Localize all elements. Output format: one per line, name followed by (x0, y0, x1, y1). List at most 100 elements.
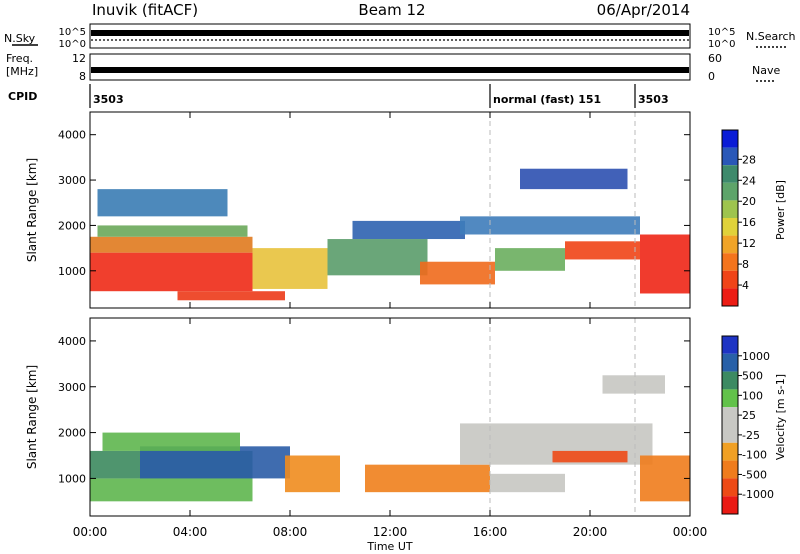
colorbar-tick-label: 20 (742, 195, 756, 208)
colorbar-tick-label: 25 (742, 409, 756, 422)
colorbar-tick-label: -500 (742, 468, 767, 481)
echo-region (640, 456, 690, 502)
colorbar-swatch (722, 130, 738, 148)
echo-region (98, 225, 248, 236)
echo-region (328, 239, 428, 275)
y-axis-label: Slant Range [km] (25, 158, 39, 262)
station-title: Inuvik (fitACF) (92, 1, 198, 19)
echo-region (495, 248, 565, 271)
echo-region (90, 253, 253, 292)
freq-tick-high: 12 (72, 52, 86, 65)
y-tick-label: 3000 (58, 381, 86, 394)
colorbar-tick-label: 4 (742, 279, 749, 292)
date-title: 06/Apr/2014 (597, 1, 690, 19)
freq-trace (91, 67, 689, 73)
nave-tick-high: 60 (708, 52, 722, 65)
colorbar-swatch (722, 165, 738, 183)
colorbar-swatch (722, 336, 738, 354)
x-tick-label: 04:00 (173, 525, 208, 539)
y-tick-label: 2000 (58, 219, 86, 232)
echo-region (520, 169, 628, 189)
power-panel: 1000 2000 3000 4000 Slant Range [km] 4 8 12 16 20… (25, 112, 787, 308)
echo-region (460, 216, 640, 234)
colorbar-tick-label: 12 (742, 237, 756, 250)
beam-title: Beam 12 (358, 1, 425, 19)
echo-region (103, 433, 241, 451)
freq-tick-low: 8 (79, 70, 86, 83)
colorbar-label: Power [dB] (774, 180, 787, 240)
colorbar-swatch (722, 183, 738, 201)
colorbar-swatch (722, 218, 738, 236)
colorbar-tick-label: 8 (742, 258, 749, 271)
y-tick-label: 4000 (58, 129, 86, 142)
colorbar-swatch (722, 288, 738, 306)
colorbar-tick-label: 500 (742, 370, 763, 383)
colorbar-tick-label: 16 (742, 216, 756, 229)
echo-region (253, 248, 328, 289)
y-tick-label: 1000 (58, 265, 86, 278)
nave-label: Nave (752, 64, 780, 77)
colorbar-tick-label: 100 (742, 389, 763, 402)
colorbar-swatch (722, 443, 738, 461)
nave-tick-low: 0 (708, 70, 715, 83)
radar-summary-plot: Inuvik (fitACF) Beam 12 06/Apr/2014 N.Sk… (0, 0, 800, 554)
colorbar-swatch (722, 271, 738, 289)
echo-region (603, 375, 666, 393)
colorbar-swatch (722, 425, 738, 443)
echo-region (178, 291, 286, 300)
y-tick-label: 4000 (58, 335, 86, 348)
x-tick-label: 00:00 (73, 525, 108, 539)
y-axis-label: Slant Range [km] (25, 365, 39, 469)
y-tick-label: 2000 (58, 427, 86, 440)
colorbar-swatch (722, 389, 738, 407)
colorbar-swatch (722, 148, 738, 166)
colorbar-swatch (722, 478, 738, 496)
echo-region (565, 241, 640, 259)
cpid-segment-label: normal (fast) 151 (493, 93, 601, 106)
colorbar-swatch (722, 407, 738, 425)
freq-label-line2: [MHz] (6, 65, 38, 78)
echo-region (285, 456, 340, 493)
cpid-segment-label: 3503 (93, 93, 124, 106)
x-tick-label: 08:00 (273, 525, 308, 539)
colorbar-tick-label: -1000 (742, 488, 774, 501)
echo-region (90, 478, 253, 501)
freq-label-line1: Freq. (6, 52, 33, 65)
colorbar-tick-label: -25 (742, 429, 760, 442)
echo-region (140, 446, 290, 478)
echo-region (353, 221, 466, 239)
echo-region (90, 237, 253, 253)
x-tick-label: 12:00 (373, 525, 408, 539)
echo-region (553, 451, 628, 462)
echo-region (490, 474, 565, 492)
noise-tick-low-left: 10^0 (59, 39, 86, 50)
colorbar-swatch (722, 372, 738, 390)
colorbar-tick-label: 1000 (742, 350, 770, 363)
noise-tick-high-left: 10^5 (59, 27, 86, 38)
colorbar-swatch (722, 253, 738, 271)
y-tick-label: 3000 (58, 174, 86, 187)
colorbar-label: Velocity [m s-1] (774, 374, 787, 460)
cpid-segment-label: 3503 (638, 93, 669, 106)
echo-region (420, 262, 495, 285)
colorbar-tick-label: 24 (742, 174, 756, 187)
nsky-label: N.Sky (4, 32, 36, 45)
nsearch-label: N.Search (746, 30, 796, 43)
colorbar-swatch (722, 496, 738, 514)
x-tick-label: 16:00 (473, 525, 508, 539)
noise-panel: N.Sky 10^5 10^0 10^5 10^0 N.Search (4, 24, 796, 50)
freq-panel: Freq. [MHz] 12 8 60 0 Nave (6, 52, 780, 83)
x-tick-label: 20:00 (573, 525, 608, 539)
colorbar-swatch (722, 200, 738, 218)
colorbar-swatch (722, 236, 738, 254)
noise-tick-low-right: 10^0 (708, 39, 735, 50)
echo-region (365, 465, 490, 493)
echo-region (640, 235, 690, 294)
cpid-row: CPID 3503 normal (fast) 151 3503 (8, 84, 669, 108)
noise-trace (91, 30, 689, 36)
echo-region (98, 189, 228, 216)
colorbar-swatch (722, 461, 738, 479)
colorbar-tick-label: -100 (742, 449, 767, 462)
y-tick-label: 1000 (58, 472, 86, 485)
x-tick-label: 00:00 (673, 525, 708, 539)
